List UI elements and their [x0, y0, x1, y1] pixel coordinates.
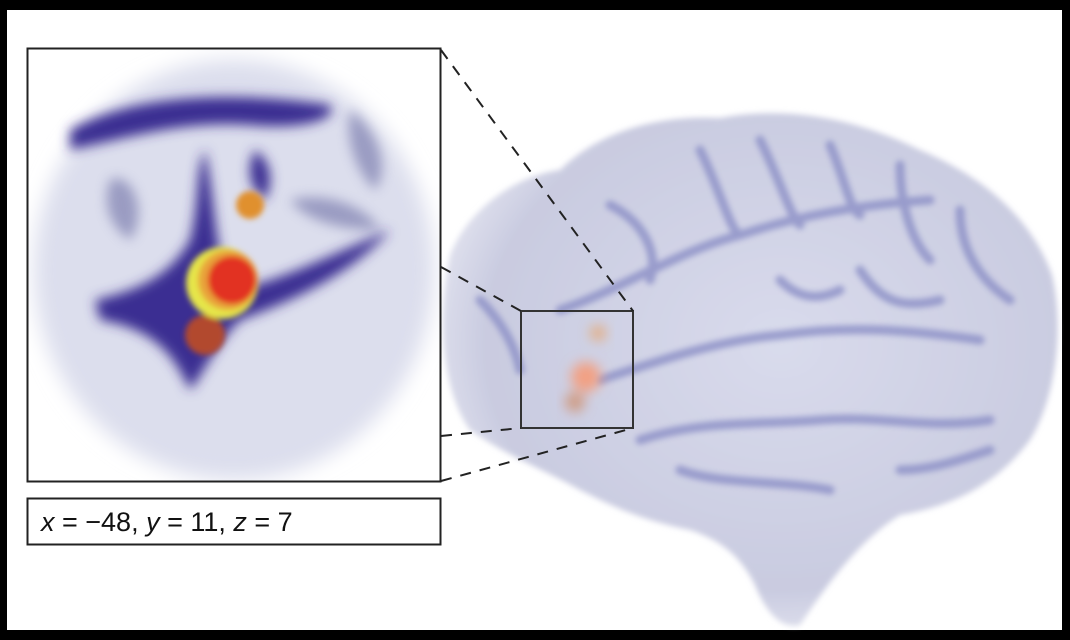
coord-var: x	[39, 507, 56, 537]
inset	[26, 47, 442, 483]
zoom-box	[520, 310, 634, 429]
coord-value: = 11,	[160, 507, 234, 537]
coord-var: y	[144, 507, 161, 537]
coord-value: = 7	[247, 507, 293, 537]
connectors	[440, 49, 634, 482]
coordinates: x = −48, y = 11, z = 7	[39, 507, 293, 537]
coordinate-label: x = −48, y = 11, z = 7	[26, 497, 442, 546]
coord-value: = −48,	[55, 507, 147, 537]
coord-var: z	[232, 507, 247, 537]
brain	[442, 113, 1058, 626]
